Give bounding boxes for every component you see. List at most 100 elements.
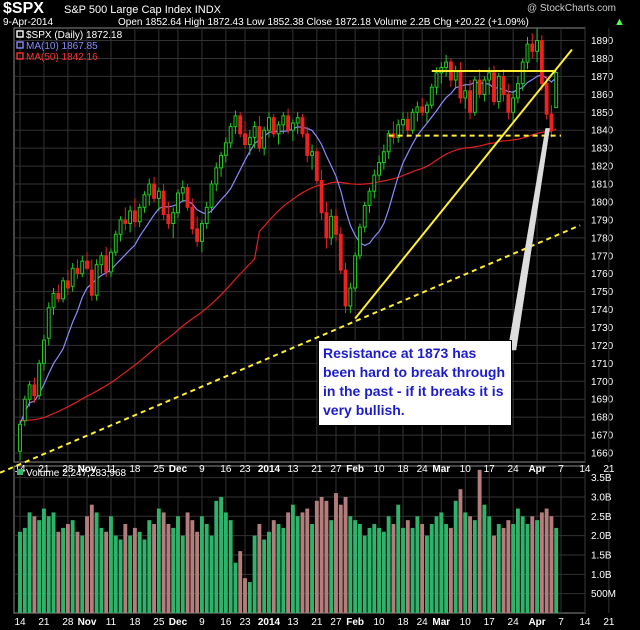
x-tick-label: Nov xyxy=(78,464,97,475)
candle-body xyxy=(463,90,468,99)
candle-body xyxy=(109,251,113,273)
x-tick-label: 13 xyxy=(287,464,299,475)
volume-bar xyxy=(463,512,468,613)
x-tick-label: 11 xyxy=(106,617,117,628)
volume-bar xyxy=(314,500,319,613)
volume-bar xyxy=(185,512,190,613)
x-tick-label: 14 xyxy=(579,464,591,475)
x-tick-label: Mar xyxy=(432,464,450,475)
volume-bar xyxy=(94,512,99,613)
volume-bar xyxy=(161,512,166,613)
volume-bar xyxy=(410,527,415,613)
candle-body xyxy=(530,43,535,52)
volume-bar xyxy=(357,524,362,613)
candle-body xyxy=(238,115,243,135)
volume-bar xyxy=(223,512,228,613)
candle-body xyxy=(113,233,118,253)
candle-body xyxy=(166,214,171,224)
candle-body xyxy=(46,307,51,339)
candle-body xyxy=(152,183,156,199)
volume-bar xyxy=(439,512,444,613)
volume-bar xyxy=(171,527,176,613)
callout-pointer xyxy=(507,128,550,351)
price-tick-label: 1680 xyxy=(591,413,614,424)
x-tick-label: 14 xyxy=(579,617,591,628)
volume-bar xyxy=(27,512,32,613)
volume-bar xyxy=(109,516,113,613)
x-tick-label: 24 xyxy=(508,617,520,628)
volume-bar xyxy=(530,516,535,613)
x-tick-label: 16 xyxy=(220,464,232,475)
candle-body xyxy=(243,133,247,146)
candle-body xyxy=(549,113,554,131)
volume-bar xyxy=(70,520,75,613)
candle-body xyxy=(338,233,343,271)
volume-bar xyxy=(501,527,506,613)
volume-bar xyxy=(42,508,46,613)
volume-bar xyxy=(343,496,348,613)
x-tick-label: 7 xyxy=(558,617,564,628)
candle-body xyxy=(539,40,544,85)
x-tick-label: 7 xyxy=(558,464,564,475)
volume-bar xyxy=(487,516,492,613)
volume-bar xyxy=(271,520,276,613)
candle-body xyxy=(362,205,367,228)
candle-body xyxy=(219,154,224,169)
quote-date: 9-Apr-2014 xyxy=(3,17,54,28)
volume-bar xyxy=(132,527,137,613)
x-tick-label: 16 xyxy=(220,617,232,628)
candle-body xyxy=(199,222,204,242)
volume-bar xyxy=(123,524,128,613)
candle-body xyxy=(262,129,267,149)
uptrend-line xyxy=(354,48,573,320)
volume-legend-swatch xyxy=(17,469,23,475)
volume-bar xyxy=(386,516,391,613)
candle-body xyxy=(42,339,46,364)
volume-tick-label: 1.5B xyxy=(591,550,612,561)
x-tick-label: 9 xyxy=(199,617,205,628)
candle-body xyxy=(348,287,353,307)
x-tick-label: 10 xyxy=(374,617,386,628)
candle-body xyxy=(405,118,410,131)
x-tick-label: Apr xyxy=(528,464,545,475)
price-tick-label: 1800 xyxy=(591,197,614,208)
price-tick-label: 1660 xyxy=(591,449,614,460)
legend-swatch xyxy=(16,41,24,49)
candle-body xyxy=(319,179,324,214)
volume-bar xyxy=(525,524,530,613)
volume-bar xyxy=(180,535,185,613)
candle-body xyxy=(290,122,295,131)
candle-body xyxy=(195,228,200,242)
volume-bar xyxy=(544,508,549,613)
volume-bar xyxy=(118,539,123,613)
volume-bar xyxy=(142,539,147,613)
candle-body xyxy=(80,260,85,275)
exchange: INDX xyxy=(194,4,221,16)
candle-body xyxy=(310,151,314,156)
volume-bar xyxy=(425,535,429,613)
legend-swatch xyxy=(16,52,24,60)
candle-body xyxy=(51,292,56,309)
x-tick-label: Dec xyxy=(169,464,188,475)
candle-body xyxy=(185,187,190,208)
candle-body xyxy=(286,115,291,131)
candle-body xyxy=(353,255,358,289)
volume-bar xyxy=(511,524,516,613)
candle-body xyxy=(420,106,425,113)
candle-body xyxy=(305,133,310,156)
volume-bar xyxy=(506,520,511,613)
candle-body xyxy=(458,70,463,99)
candle-body xyxy=(65,280,70,289)
candle-body xyxy=(544,83,549,115)
volume-bar xyxy=(209,535,214,613)
volume-bar xyxy=(214,500,219,613)
candle-body xyxy=(334,215,338,235)
volume-tick-label: 3.0B xyxy=(591,492,612,503)
price-tick-label: 1770 xyxy=(591,251,614,262)
candle-body xyxy=(520,61,525,85)
candle-body xyxy=(214,167,219,185)
volume-legend-label: Volume 2,247,283,968 xyxy=(26,468,127,479)
x-tick-label: 21 xyxy=(311,464,323,475)
candle-body xyxy=(372,174,377,192)
candle-body xyxy=(386,133,391,153)
